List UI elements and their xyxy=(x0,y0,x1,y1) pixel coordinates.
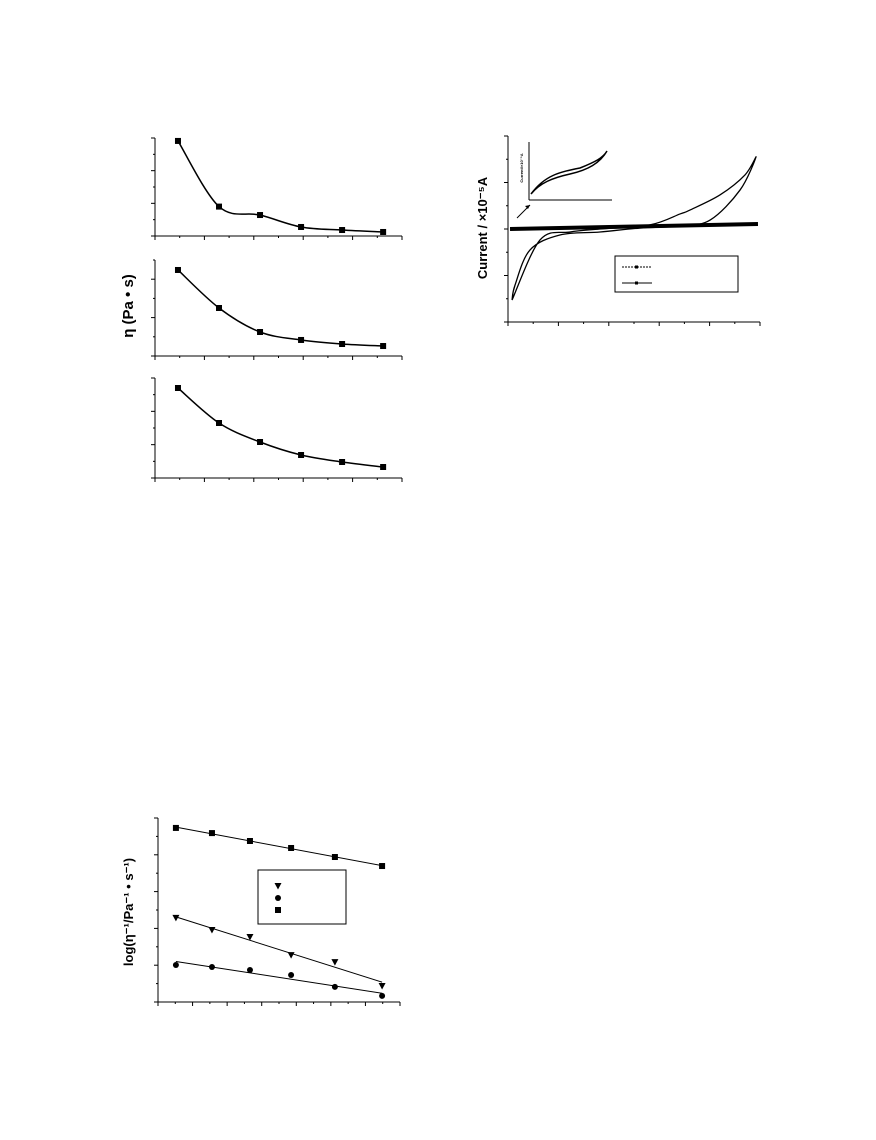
line xyxy=(511,156,757,301)
marker xyxy=(257,329,264,335)
line xyxy=(177,387,384,468)
inset-arrow-head xyxy=(525,205,530,209)
y-axis-label: η (Pa • s) xyxy=(120,274,137,338)
marker xyxy=(208,927,216,934)
marker xyxy=(380,228,387,235)
chart xyxy=(504,135,761,326)
legend-marker xyxy=(635,281,638,285)
legend-marker xyxy=(275,895,281,901)
inset-curve xyxy=(530,150,608,195)
marker xyxy=(339,459,346,465)
marker xyxy=(331,959,339,966)
marker xyxy=(208,964,215,971)
chart xyxy=(151,377,403,482)
legend-marker xyxy=(275,907,281,913)
marker xyxy=(208,830,215,837)
legend-marker xyxy=(635,265,638,269)
marker xyxy=(288,844,295,851)
marker xyxy=(172,914,180,922)
chart xyxy=(154,817,401,1006)
marker xyxy=(257,439,264,445)
legend-marker xyxy=(274,883,282,890)
y-axis-label: log(η⁻¹/Pa⁻¹ • s⁻¹) xyxy=(121,858,136,966)
y-axis-label: Current / ×10⁻⁵A xyxy=(475,176,490,279)
marker xyxy=(380,343,387,350)
legend xyxy=(257,869,347,925)
marker xyxy=(339,227,346,234)
marker xyxy=(331,854,338,861)
marker xyxy=(174,137,181,144)
marker xyxy=(378,982,386,990)
marker xyxy=(298,223,305,230)
marker xyxy=(246,838,253,844)
marker xyxy=(380,464,387,470)
marker xyxy=(172,962,179,969)
marker xyxy=(339,341,346,347)
marker xyxy=(246,934,254,941)
marker xyxy=(379,863,386,870)
inset: Current/×10⁻⁵A xyxy=(516,142,612,219)
chart xyxy=(151,137,403,240)
line xyxy=(177,269,384,347)
marker xyxy=(246,966,253,973)
marker xyxy=(257,212,264,219)
marker xyxy=(216,305,223,311)
marker xyxy=(172,824,179,831)
marker xyxy=(298,336,305,343)
marker xyxy=(174,266,181,273)
marker xyxy=(379,992,386,999)
marker xyxy=(174,385,181,391)
legend xyxy=(614,255,739,293)
marker xyxy=(288,971,295,978)
marker xyxy=(216,203,223,210)
marker xyxy=(298,452,305,458)
marker xyxy=(287,952,295,959)
marker xyxy=(331,983,338,990)
marker xyxy=(216,420,223,426)
inset-label: Current/×10⁻⁵A xyxy=(519,153,524,182)
chart xyxy=(151,259,403,360)
